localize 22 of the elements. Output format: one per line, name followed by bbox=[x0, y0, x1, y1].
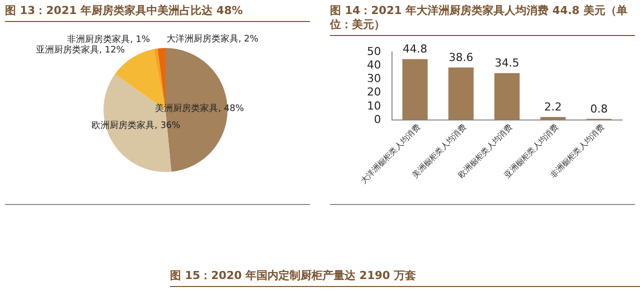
y-tick-label: 10 bbox=[367, 99, 381, 112]
data-label: 44.8 bbox=[402, 42, 428, 56]
chart-title: 图 13：2021 年厨房类家具中美洲占比达 48% bbox=[5, 4, 310, 22]
slice-label: 大洋洲厨房类家具, 2% bbox=[166, 33, 259, 44]
y-tick-label: 40 bbox=[367, 58, 381, 72]
data-label: 2.2 bbox=[544, 100, 562, 114]
y-tick-label: 50 bbox=[367, 44, 381, 58]
data-label: 0.8 bbox=[590, 102, 608, 116]
slice-label: 亚洲厨房类家具, 12% bbox=[36, 44, 126, 56]
slice-label: 欧洲厨房类家具, 36% bbox=[92, 120, 181, 131]
y-tick-label: 0 bbox=[374, 112, 381, 126]
slice-label: 非洲厨房类家具, 1% bbox=[67, 34, 151, 46]
bar bbox=[402, 59, 428, 120]
data-label: 34.5 bbox=[494, 56, 520, 70]
bar bbox=[448, 68, 474, 120]
data-label: 38.6 bbox=[448, 50, 474, 64]
text: 图 15：2020 年国内定制厨柜产量达 2190 万套 bbox=[170, 269, 640, 287]
chart-title: 图 14：2021 年大洋洲厨房类家具人均消费 44.8 美元（单位：美元） bbox=[330, 4, 635, 36]
bar bbox=[540, 117, 566, 120]
y-tick-label: 20 bbox=[367, 86, 381, 99]
y-tick-label: 30 bbox=[367, 72, 381, 86]
bar bbox=[494, 73, 520, 120]
